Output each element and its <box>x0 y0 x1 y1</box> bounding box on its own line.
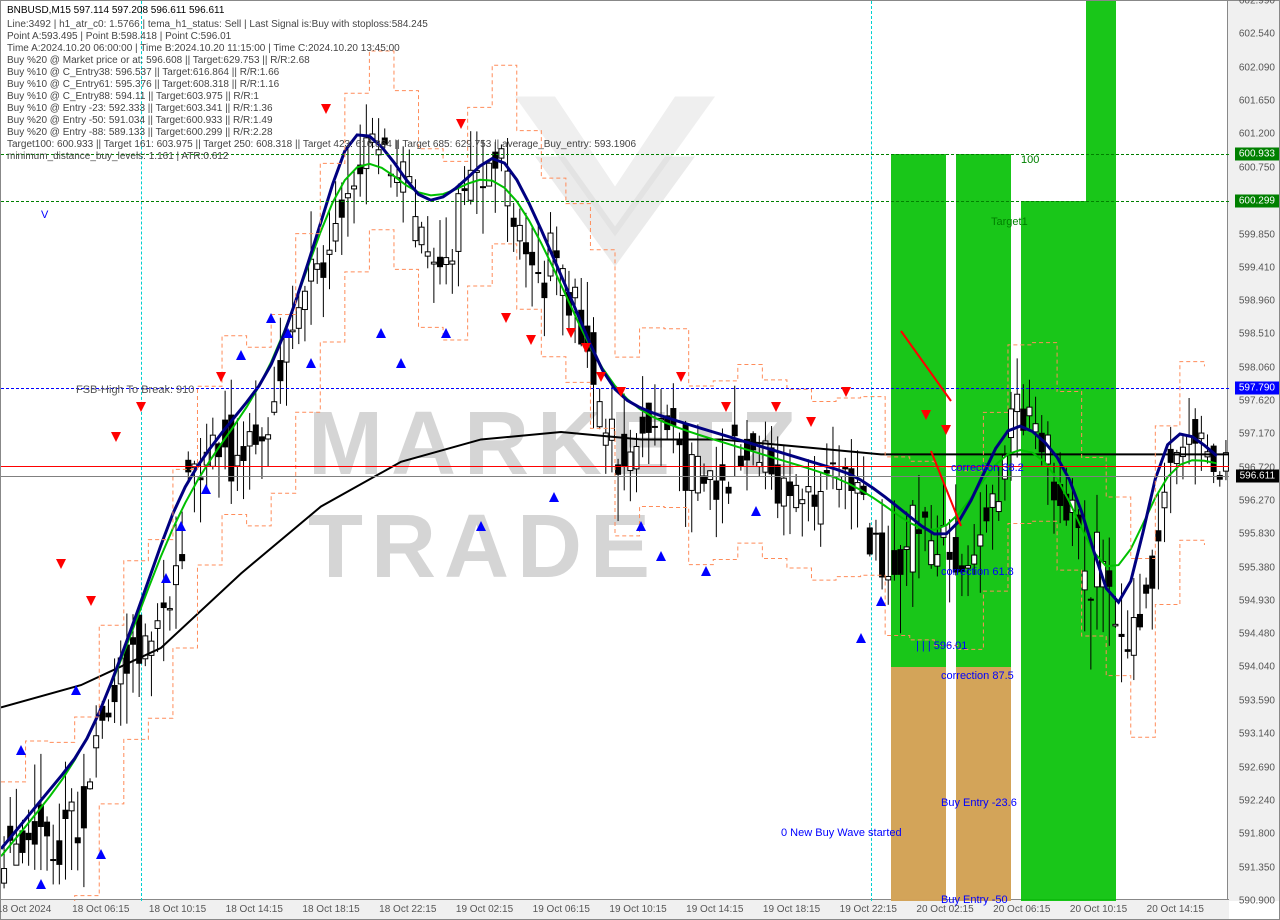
info-line: Buy %20 @ Entry -88: 589.133 || Target:6… <box>7 127 273 138</box>
x-tick-label: 20 Oct 02:15 <box>916 904 973 915</box>
x-tick-label: 19 Oct 02:15 <box>456 904 513 915</box>
info-line: Buy %10 @ C_Entry61: 595.376 || Target:6… <box>7 79 279 90</box>
y-tick-label: 599.410 <box>1239 262 1275 273</box>
y-tick-label: 590.900 <box>1239 896 1275 907</box>
chart-container: MARKETZ TRADE VFSB-High To <box>0 0 1280 920</box>
y-tick-label: 594.480 <box>1239 629 1275 640</box>
chart-annotation: | | | 596.01 <box>916 640 967 652</box>
x-tick-label: 18 Oct 18:15 <box>302 904 359 915</box>
info-line: Time A:2024.10.20 06:00:00 | Time B:2024… <box>7 43 400 54</box>
price-label: 597.790 <box>1235 382 1279 395</box>
y-tick-label: 602.540 <box>1239 29 1275 40</box>
chart-annotation: 100 <box>1021 154 1039 166</box>
y-tick-label: 596.270 <box>1239 496 1275 507</box>
info-line: Buy %10 @ Entry -23: 592.333 || Target:6… <box>7 103 273 114</box>
y-tick-label: 597.170 <box>1239 429 1275 440</box>
chart-annotation: correction 61.8 <box>941 566 1014 578</box>
y-tick-label: 591.800 <box>1239 829 1275 840</box>
y-tick-label: 594.930 <box>1239 596 1275 607</box>
x-tick-label: 18 Oct 14:15 <box>226 904 283 915</box>
y-tick-label: 594.040 <box>1239 662 1275 673</box>
y-tick-label: 591.350 <box>1239 862 1275 873</box>
info-line: Line:3492 | h1_atr_c0: 1.5766 | tema_h1_… <box>7 19 428 30</box>
chart-annotation: 0 New Buy Wave started <box>781 827 902 839</box>
info-line: Buy %10 @ C_Entry38: 596.537 || Target:6… <box>7 67 279 78</box>
y-tick-label: 592.240 <box>1239 796 1275 807</box>
y-tick-label: 602.990 <box>1239 0 1275 7</box>
y-tick-label: 597.620 <box>1239 395 1275 406</box>
info-line: Buy %20 @ Market price or at: 596.608 ||… <box>7 55 310 66</box>
x-tick-label: 19 Oct 14:15 <box>686 904 743 915</box>
chart-annotation: correction 87.5 <box>941 670 1014 682</box>
y-tick-label: 598.060 <box>1239 362 1275 373</box>
x-tick-label: 19 Oct 18:15 <box>763 904 820 915</box>
x-tick-label: 18 Oct 06:15 <box>72 904 129 915</box>
chart-plot-area[interactable]: MARKETZ TRADE VFSB-High To <box>1 1 1229 901</box>
x-tick-label: 20 Oct 06:15 <box>993 904 1050 915</box>
y-tick-label: 595.380 <box>1239 562 1275 573</box>
y-tick-label: 602.090 <box>1239 62 1275 73</box>
x-tick-label: 19 Oct 22:15 <box>840 904 897 915</box>
y-tick-label: 600.750 <box>1239 162 1275 173</box>
y-axis: 602.990 602.540 602.090 601.650 601.200 600.7… <box>1227 1 1279 901</box>
price-label: 600.933 <box>1235 148 1279 161</box>
y-tick-label: 601.200 <box>1239 129 1275 140</box>
chart-annotation: Buy Entry -23.6 <box>941 797 1017 809</box>
chart-title: BNBUSD,M15 597.114 597.208 596.611 596.6… <box>7 5 224 16</box>
y-tick-label: 598.960 <box>1239 296 1275 307</box>
y-tick-label: 595.830 <box>1239 529 1275 540</box>
chart-annotation: FSB-High To Break: 910 <box>76 384 194 396</box>
x-tick-label: 18 Oct 22:15 <box>379 904 436 915</box>
info-line: Buy %10 @ C_Entry88: 594.11 || Target:60… <box>7 91 259 102</box>
info-line: minimum_distance_buy_levels: 1.161 | ATR… <box>7 151 228 162</box>
chart-annotation: Target1 <box>991 216 1028 228</box>
info-line: Buy %20 @ Entry -50: 591.034 || Target:6… <box>7 115 273 126</box>
y-tick-label: 598.510 <box>1239 329 1275 340</box>
y-tick-label: 599.850 <box>1239 229 1275 240</box>
chart-annotation: Buy Entry -50 <box>941 894 1008 906</box>
info-line: Point A:593.495 | Point B:598.418 | Poin… <box>7 31 231 42</box>
y-tick-label: 592.690 <box>1239 762 1275 773</box>
x-tick-label: 20 Oct 10:15 <box>1070 904 1127 915</box>
y-tick-label: 593.590 <box>1239 695 1275 706</box>
x-tick-label: 18 Oct 2024 <box>0 904 51 915</box>
x-tick-label: 19 Oct 10:15 <box>609 904 666 915</box>
x-axis: 18 Oct 2024 18 Oct 06:15 18 Oct 10:15 18 Oc… <box>1 899 1229 919</box>
chart-annotation: correction 38.2 <box>951 462 1024 474</box>
price-label: 600.299 <box>1235 195 1279 208</box>
x-tick-label: 19 Oct 06:15 <box>533 904 590 915</box>
x-tick-label: 20 Oct 14:15 <box>1147 904 1204 915</box>
y-tick-label: 601.650 <box>1239 95 1275 106</box>
info-line: Target100: 600.933 || Target 161: 603.97… <box>7 139 636 150</box>
y-tick-label: 593.140 <box>1239 729 1275 740</box>
x-tick-label: 18 Oct 10:15 <box>149 904 206 915</box>
price-label: 596.611 <box>1236 469 1279 482</box>
chart-annotation: V <box>41 209 48 221</box>
